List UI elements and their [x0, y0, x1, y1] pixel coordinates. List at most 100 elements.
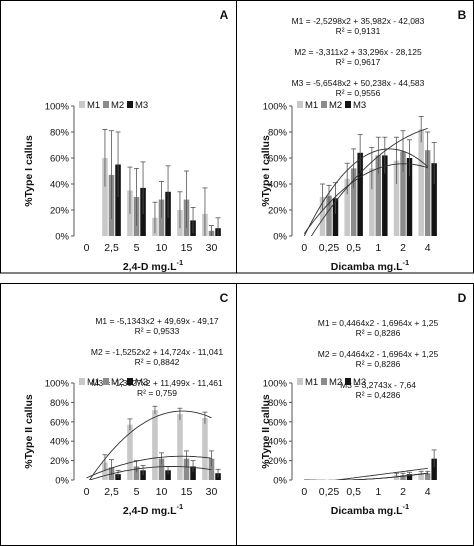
- bar-m3: [115, 164, 121, 236]
- legend-swatch-m3: [345, 101, 351, 108]
- trend-equation: M3 = -1,3027x2 + 11,499x - 11,461: [91, 378, 223, 388]
- trend-equation: M1 = -5,1343x2 + 49,69x - 49,17: [95, 316, 219, 326]
- legend-swatch-m2: [103, 101, 109, 108]
- panel-letter: D: [458, 291, 467, 305]
- legend-swatch-m2: [103, 378, 109, 385]
- x-tick-label: 30: [206, 486, 218, 498]
- y-tick-label: 80%: [268, 398, 288, 409]
- legend-label: M3: [353, 377, 366, 388]
- y-tick-label: 40%: [268, 180, 288, 191]
- y-tick-label: 40%: [50, 437, 70, 448]
- trendline-m2: [304, 472, 428, 480]
- legend-label: M3: [135, 100, 148, 111]
- legend-swatch-m3: [127, 378, 133, 385]
- panel-letter: B: [458, 8, 467, 22]
- x-tick-label: 0,25: [319, 486, 340, 498]
- y-tick-label: 60%: [50, 417, 70, 428]
- legend-swatch-m2: [321, 378, 327, 385]
- bar-m2: [158, 458, 165, 480]
- bar-m2: [133, 466, 140, 480]
- bar-m1: [369, 168, 375, 236]
- x-tick-label: 0: [301, 486, 307, 498]
- r-squared-label: R² = 0,759: [137, 388, 177, 398]
- x-tick-label: 2: [400, 486, 406, 498]
- trend-equation: M3 = -5,6548x2 + 50,238x - 44,583: [292, 78, 425, 88]
- legend-label: M1: [305, 377, 318, 388]
- bar-m1: [393, 160, 400, 236]
- x-tick-label: 0,25: [319, 242, 340, 254]
- y-tick-label: 0%: [273, 476, 287, 487]
- bar-m3: [190, 466, 196, 480]
- bar-m2: [424, 473, 431, 480]
- legend-label: M2: [111, 100, 124, 111]
- bar-m1: [418, 129, 424, 236]
- bar-m1: [319, 197, 326, 236]
- x-axis-title: 2,4-D mg.L-1: [123, 258, 183, 273]
- legend-swatch-m3: [127, 101, 133, 108]
- x-tick-label: 0: [301, 242, 307, 254]
- x-tick-label: 15: [181, 486, 193, 498]
- trendline-m1: [88, 410, 212, 480]
- legend-swatch-m1: [297, 378, 303, 385]
- bar-m3: [406, 474, 413, 480]
- bar-m3: [357, 152, 363, 236]
- x-tick-label: 1: [375, 486, 381, 498]
- x-axis-title-superscript: -1: [403, 258, 410, 267]
- x-axis-title-superscript: -1: [403, 502, 410, 511]
- bar-m2: [183, 458, 190, 480]
- trendline-m3: [88, 466, 212, 480]
- y-tick-label: 40%: [268, 437, 288, 448]
- bar-m2: [326, 195, 332, 236]
- x-tick-label: 0,5: [346, 486, 361, 498]
- bar-m3: [431, 163, 437, 236]
- y-tick-label: 100%: [263, 102, 288, 113]
- r-squared-label: R² = 0,8286: [356, 328, 401, 338]
- x-tick-label: 10: [156, 242, 168, 254]
- x-axis-title-text: Dicamba mg.L: [331, 505, 403, 517]
- x-axis-title-superscript: -1: [177, 502, 184, 511]
- r-squared-label: R² = 0,9617: [336, 57, 381, 67]
- y-tick-label: 20%: [268, 206, 288, 217]
- trend-equation: M1 = 0,4464x2 - 1,6964x + 1,25: [318, 318, 439, 328]
- bar-m2: [424, 150, 431, 236]
- r-squared-label: R² = 0,9556: [336, 88, 381, 98]
- bar-m3: [406, 158, 413, 236]
- x-axis-title: Dicamba mg.L-1: [331, 502, 409, 517]
- bar-m1: [102, 158, 108, 236]
- bar-m3: [332, 198, 339, 236]
- y-tick-label: 20%: [50, 206, 70, 217]
- y-tick-label: 40%: [50, 180, 70, 191]
- x-axis-title-text: Dicamba mg.L: [331, 261, 403, 273]
- r-squared-label: R² = 0,8842: [135, 357, 180, 367]
- trendline-m3: [333, 467, 428, 480]
- trend-equation: M2 = -1,5252x2 + 14,724x - 11,041: [91, 347, 223, 357]
- bar-m2: [350, 168, 357, 236]
- legend-label: M3: [135, 377, 148, 388]
- trendline-m2: [86, 455, 212, 479]
- y-tick-label: 100%: [263, 379, 288, 390]
- bar-m1: [344, 178, 350, 236]
- trend-equation: M1 = -2,5298x2 + 35,982x - 42,083: [292, 16, 425, 26]
- x-tick-label: 4: [425, 486, 431, 498]
- r-squared-label: R² = 0,9131: [336, 26, 381, 36]
- x-tick-label: 2,5: [104, 242, 119, 254]
- x-tick-label: 0,5: [346, 242, 361, 254]
- trend-equation: M2 = -3,311x2 + 33,296x - 28,125: [294, 47, 422, 57]
- r-squared-label: R² = 0,8286: [356, 359, 401, 369]
- x-tick-label: 15: [181, 242, 193, 254]
- x-tick-label: 2: [400, 242, 406, 254]
- y-tick-label: 60%: [268, 154, 288, 165]
- bar-m1: [202, 417, 208, 480]
- bar-m3: [382, 155, 388, 236]
- x-tick-label: 1: [375, 242, 381, 254]
- x-tick-label: 5: [134, 486, 140, 498]
- x-axis-title-superscript: -1: [177, 258, 184, 267]
- bar-m1: [418, 473, 424, 480]
- legend-label: M1: [87, 100, 100, 111]
- x-tick-label: 4: [425, 242, 431, 254]
- bar-m1: [152, 410, 158, 480]
